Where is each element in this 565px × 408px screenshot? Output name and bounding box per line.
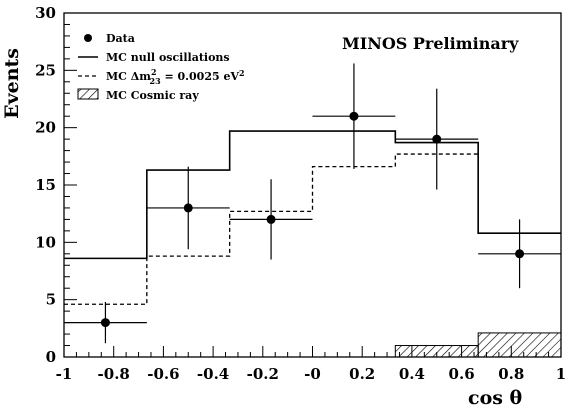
x-tick-label: 0.2 — [349, 365, 375, 383]
x-axis-ticks: -1 -0.8 -0.6 -0.4 -0.2 -0 0.2 0.4 0.6 0.8 1 — [56, 346, 565, 383]
cosmic-ray-bar — [477, 332, 562, 358]
y-tick-label: 0 — [46, 348, 56, 366]
x-tick-label: -0 — [304, 365, 321, 383]
y-tick-label: 5 — [46, 291, 56, 309]
y-axis-ticks: 0 5 10 15 20 25 30 — [35, 4, 77, 366]
data-point — [183, 203, 193, 213]
data-point — [432, 134, 442, 144]
x-axis-title: cos θ — [468, 387, 522, 408]
legend-marker-data — [84, 34, 92, 42]
data-point — [266, 214, 276, 224]
cosmic-ray-bar — [394, 345, 479, 358]
data-point — [515, 249, 525, 259]
legend-marker-cosmic — [77, 88, 99, 100]
x-tick-label: -1 — [56, 365, 73, 383]
data-point — [349, 111, 359, 121]
y-axis-title: Events — [1, 48, 23, 119]
legend: Data MC null oscillations MC Δm2 23 = 0.002… — [77, 32, 245, 102]
y-tick-label: 20 — [35, 119, 56, 137]
legend-label: Data — [106, 32, 135, 45]
x-tick-label: 0.6 — [449, 365, 475, 383]
x-tick-label: 0.8 — [498, 365, 524, 383]
data-point — [100, 318, 110, 328]
legend-label: MC null oscillations — [106, 51, 230, 64]
y-tick-label: 10 — [35, 233, 56, 251]
x-tick-label: -0.2 — [247, 365, 279, 383]
y-tick-label: 25 — [35, 61, 56, 79]
mc-oscillation-line — [64, 153, 561, 305]
x-tick-label: 0.4 — [399, 365, 425, 383]
x-tick-label: -0.4 — [197, 365, 229, 383]
y-tick-label: 30 — [35, 4, 56, 22]
y-tick-label: 15 — [35, 176, 56, 194]
x-tick-label: 1 — [556, 365, 565, 383]
chart-annotation: MINOS Preliminary — [342, 34, 519, 53]
series-layer — [64, 63, 562, 358]
x-tick-label: -0.6 — [147, 365, 179, 383]
legend-label: MC Cosmic ray — [106, 89, 199, 102]
legend-label: MC Δm2 23 = 0.0025 eV2 — [106, 67, 245, 86]
x-tick-label: -0.8 — [98, 365, 130, 383]
